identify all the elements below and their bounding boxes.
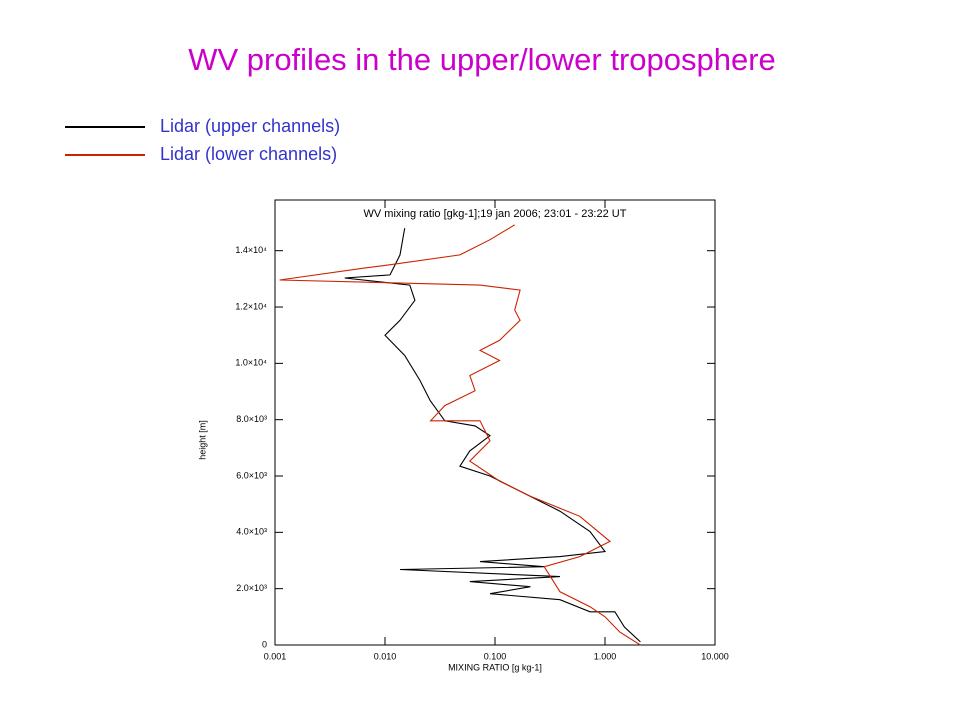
chart-title: WV mixing ratio [gkg-1];19 jan 2006; 23:… xyxy=(364,208,627,220)
plot-frame xyxy=(274,199,716,646)
y-tick-label: 1.2×10⁴ xyxy=(235,301,267,311)
x-tick-label: 10.000 xyxy=(701,651,729,661)
y-axis-label: height [m] xyxy=(197,420,207,460)
profile-line xyxy=(279,224,641,646)
x-axis-label: MIXING RATIO [g kg-1] xyxy=(448,662,542,672)
y-tick-label: 0 xyxy=(262,639,267,649)
y-tick-label: 4.0×10³ xyxy=(236,527,267,537)
y-tick-label: 1.0×10⁴ xyxy=(235,358,267,368)
legend-label: Lidar (upper channels) xyxy=(160,116,340,136)
legend-label: Lidar (lower channels) xyxy=(160,144,337,164)
profile-line xyxy=(344,228,641,643)
y-tick-label: 8.0×10³ xyxy=(236,414,267,424)
y-tick-label: 1.4×10⁴ xyxy=(235,245,267,255)
y-tick-label: 6.0×10³ xyxy=(236,470,267,480)
x-tick-label: 0.001 xyxy=(264,651,287,661)
x-tick-label: 1.000 xyxy=(594,651,617,661)
slide-title: WV profiles in the upper/lower troposphe… xyxy=(188,42,776,77)
x-tick-label: 0.010 xyxy=(374,651,397,661)
y-tick-label: 2.0×10³ xyxy=(236,583,267,593)
x-tick-label: 0.100 xyxy=(484,651,507,661)
